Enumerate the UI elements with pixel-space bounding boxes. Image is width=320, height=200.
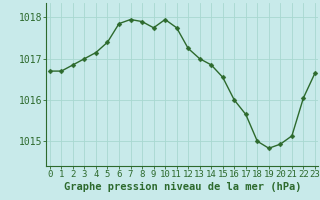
X-axis label: Graphe pression niveau de la mer (hPa): Graphe pression niveau de la mer (hPa)	[64, 182, 301, 192]
